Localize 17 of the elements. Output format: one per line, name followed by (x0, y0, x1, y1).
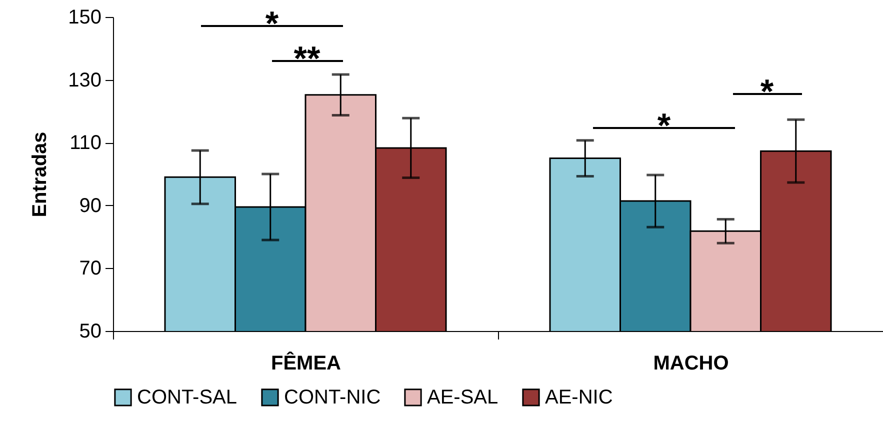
y-tick-label: 150 (68, 6, 102, 28)
y-tick-label: 130 (68, 69, 102, 92)
y-tick-label: 70 (79, 258, 102, 280)
legend-label: AE-NIC (545, 386, 613, 408)
annotation: * (265, 5, 280, 43)
annotation: * (657, 107, 672, 145)
y-tick-label: 90 (79, 194, 102, 217)
x-tick-label: FÊMEA (271, 352, 341, 374)
legend-label: AE-SAL (427, 386, 498, 408)
legend-label: CONT-SAL (137, 386, 238, 408)
x-tick-label: MACHO (653, 352, 729, 374)
y-axis-title: Entradas (29, 132, 52, 218)
y-tick-label: 110 (70, 132, 102, 154)
annotation: ** (294, 40, 321, 78)
legend-label: CONT-NIC (284, 386, 381, 408)
y-tick-label: 50 (79, 320, 102, 342)
annotation: * (760, 73, 774, 111)
